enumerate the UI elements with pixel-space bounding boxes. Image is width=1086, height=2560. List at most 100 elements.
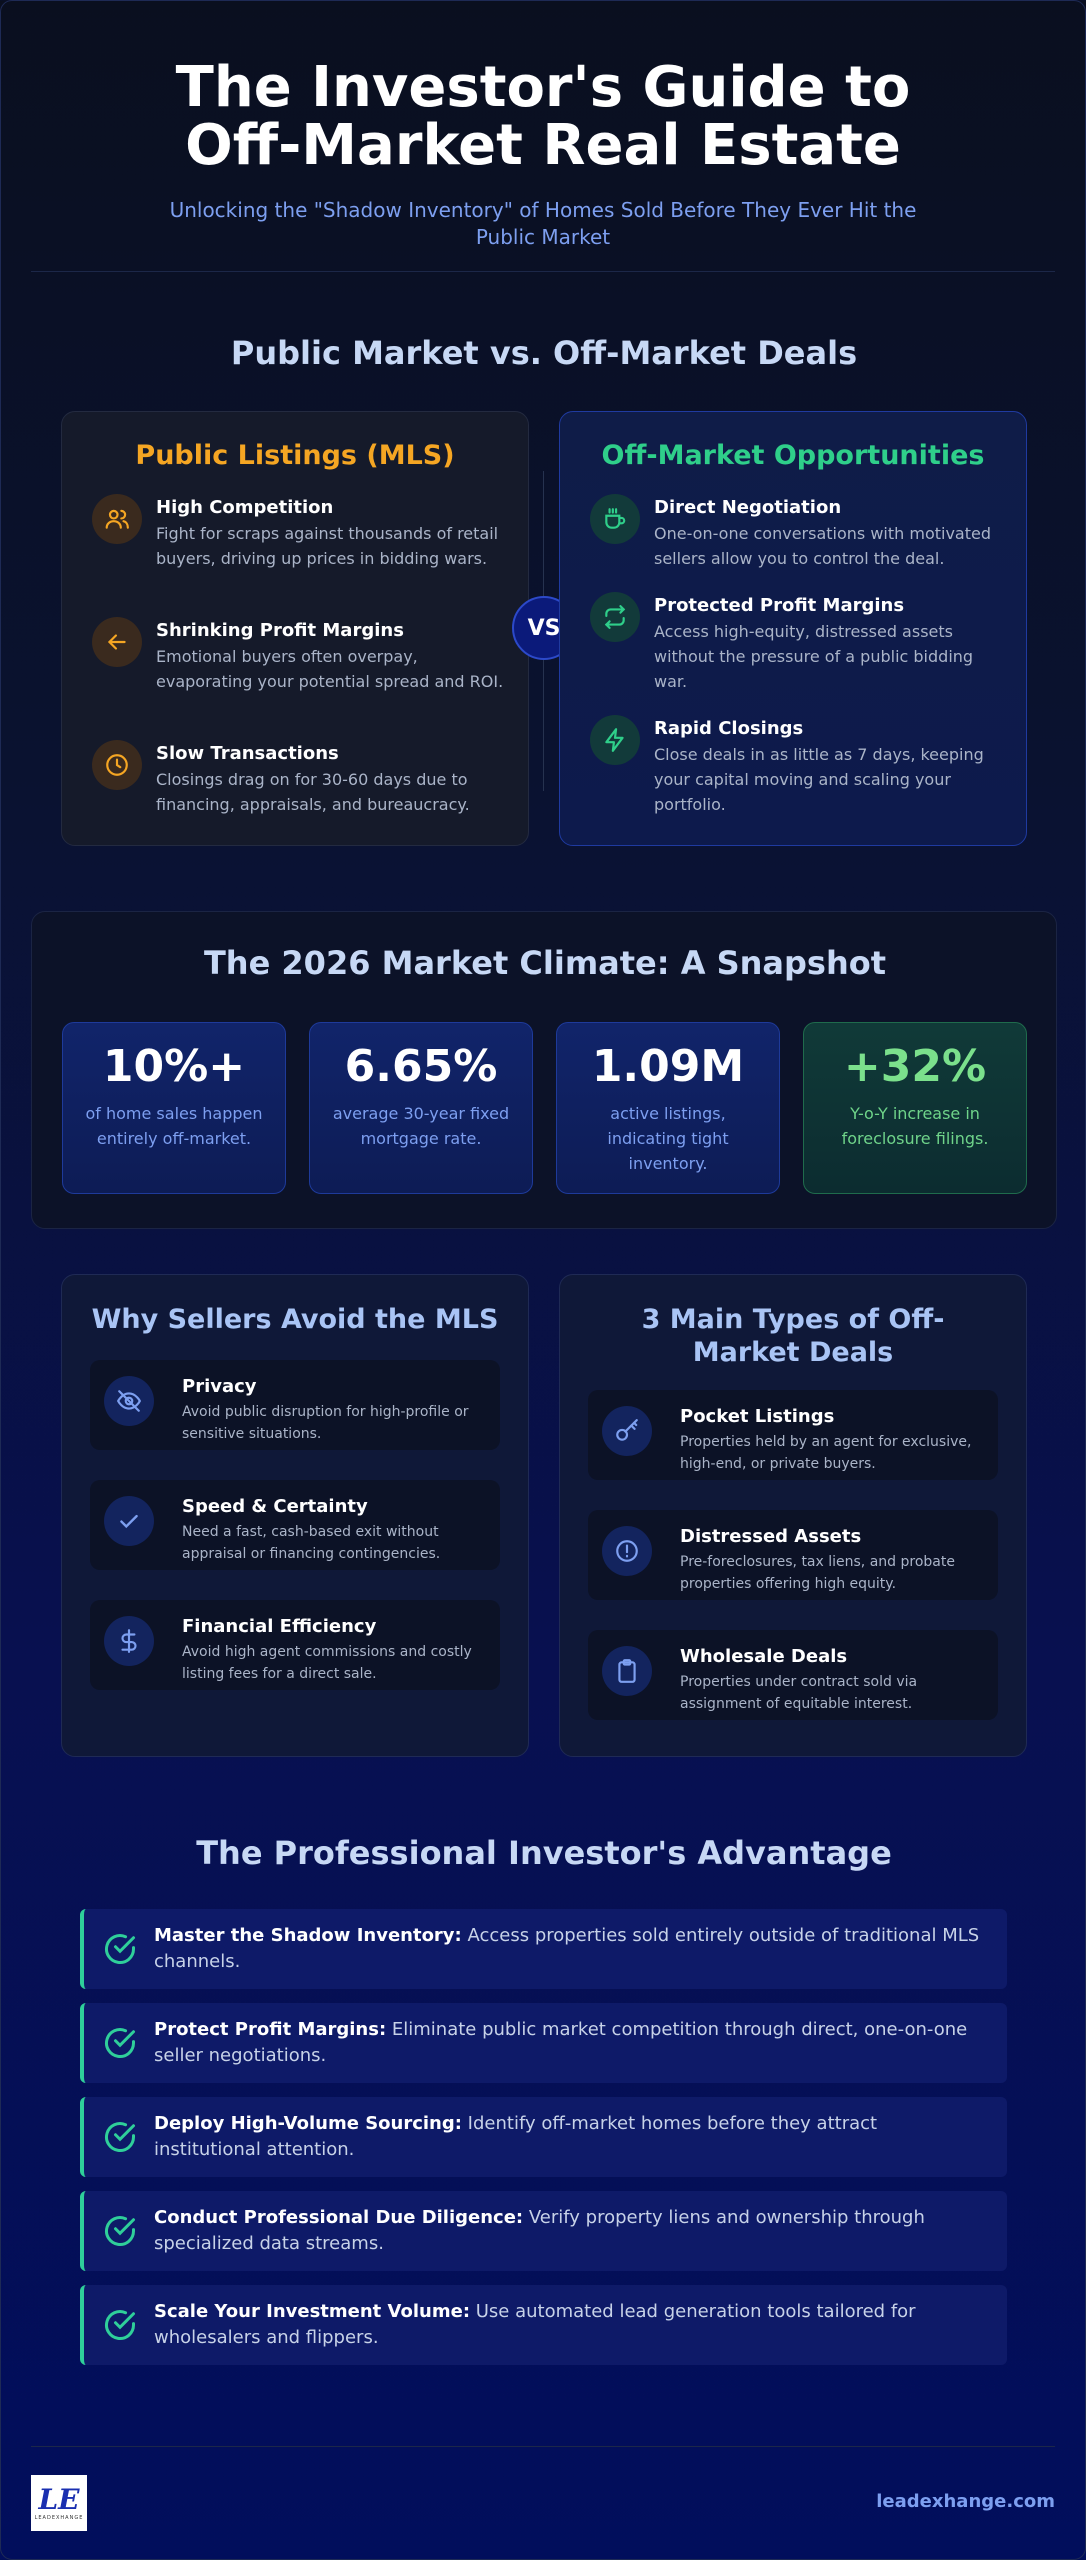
deal-type-box: Distressed Assets Pre-foreclosures, tax … <box>588 1510 998 1600</box>
advantage-desc: Verify property liens and ownership thro… <box>154 2207 925 2254</box>
advantage-text: Scale Your Investment Volume: Use automa… <box>154 2299 1007 2351</box>
check-circle-icon <box>105 1934 135 1964</box>
advantage-bold: Scale Your Investment Volume: <box>154 2301 471 2322</box>
header: The Investor's Guide to Off-Market Real … <box>1 1 1085 251</box>
advantage-title: The Professional Investor's Advantage <box>196 1834 892 1872</box>
coffee-icon <box>590 494 640 544</box>
footer-divider <box>31 2446 1055 2447</box>
public-item: High Competition Fight for scraps agains… <box>92 494 508 571</box>
website-link[interactable]: leadexhange.com <box>876 2491 1055 2512</box>
off-market-item: Direct Negotiation One-on-one conversati… <box>590 494 1006 571</box>
check-icon <box>104 1496 154 1546</box>
stat-card: 10%+ of home sales happen entirely off-m… <box>62 1022 286 1194</box>
deal-types-heading: 3 Main Types of Off-Market Deals <box>641 1304 945 1368</box>
logo-text: LEADEXHANGE <box>34 2515 84 2521</box>
item-desc: Access high-equity, distressed assets wi… <box>654 622 974 691</box>
advantage-text: Deploy High-Volume Sourcing: Identify of… <box>154 2111 1007 2163</box>
check-circle-icon <box>105 2216 135 2246</box>
advantage-desc: Eliminate public market competition thro… <box>154 2019 968 2066</box>
advantage-item: Scale Your Investment Volume: Use automa… <box>80 2285 1007 2365</box>
header-divider <box>31 271 1055 272</box>
reason-desc: Avoid high agent commissions and costly … <box>182 1644 472 1682</box>
item-title: High Competition <box>156 497 334 518</box>
advantage-item: Conduct Professional Due Diligence: Veri… <box>80 2191 1007 2271</box>
clipboard-icon <box>602 1646 652 1696</box>
item-title: Direct Negotiation <box>654 497 842 518</box>
advantage-desc: Access properties sold entirely outside … <box>154 1925 980 1972</box>
reason-desc: Need a fast, cash-based exit without app… <box>182 1524 441 1562</box>
dollar-icon <box>104 1616 154 1666</box>
item-title: Protected Profit Margins <box>654 595 905 616</box>
deal-types-card: 3 Main Types of Off-Market Deals Pocket … <box>559 1274 1027 1757</box>
stat-card: 6.65% average 30-year fixed mortgage rat… <box>309 1022 533 1194</box>
repeat-icon <box>590 592 640 642</box>
brand-logo[interactable]: LE LEADEXHANGE <box>31 2475 87 2531</box>
stat-card: 1.09M active listings, indicating tight … <box>556 1022 780 1194</box>
users-icon <box>92 494 142 544</box>
clock-icon <box>92 740 142 790</box>
reason-title: Speed & Certainty <box>182 1496 368 1517</box>
off-market-item: Protected Profit Margins Access high-equ… <box>590 592 1006 694</box>
advantage-text: Master the Shadow Inventory: Access prop… <box>154 1923 1007 1975</box>
deal-type-title: Distressed Assets <box>680 1526 862 1547</box>
key-icon <box>602 1406 652 1456</box>
item-desc: Fight for scraps against thousands of re… <box>156 524 499 568</box>
public-item: Slow Transactions Closings drag on for 3… <box>92 740 508 817</box>
reason-title: Financial Efficiency <box>182 1616 377 1637</box>
advantage-desc: Identify off-market homes before they at… <box>154 2113 878 2160</box>
advantage-item: Protect Profit Margins: Eliminate public… <box>80 2003 1007 2083</box>
climate-title: The 2026 Market Climate: A Snapshot <box>203 944 887 982</box>
public-item: Shrinking Profit Margins Emotional buyer… <box>92 617 508 694</box>
deal-type-title: Pocket Listings <box>680 1406 835 1427</box>
advantage-desc: Use automated lead generation tools tail… <box>154 2301 916 2348</box>
reason-box: Financial Efficiency Avoid high agent co… <box>90 1600 500 1690</box>
off-market-card: Off-Market Opportunities Direct Negotiat… <box>559 411 1027 846</box>
item-title: Shrinking Profit Margins <box>156 620 404 641</box>
advantage-bold: Deploy High-Volume Sourcing: <box>154 2113 462 2134</box>
stat-label: of home sales happen entirely off-market… <box>85 1104 263 1148</box>
advantage-text: Protect Profit Margins: Eliminate public… <box>154 2017 1007 2069</box>
deal-type-desc: Properties held by an agent for exclusiv… <box>680 1434 972 1472</box>
off-market-heading: Off-Market Opportunities <box>601 440 985 471</box>
check-circle-icon <box>105 2122 135 2152</box>
stat-value: 10%+ <box>102 1041 246 1092</box>
public-listings-card: Public Listings (MLS) High Competition F… <box>61 411 529 846</box>
advantage-bold: Protect Profit Margins: <box>154 2019 387 2040</box>
item-desc: Closings drag on for 30-60 days due to f… <box>156 770 470 814</box>
advantage-bold: Conduct Professional Due Diligence: <box>154 2207 524 2228</box>
stat-card-highlight: +32% Y-o-Y increase in foreclosure filin… <box>803 1022 1027 1194</box>
arrow-left-icon <box>92 617 142 667</box>
item-title: Rapid Closings <box>654 718 804 739</box>
deal-type-title: Wholesale Deals <box>680 1646 848 1667</box>
stat-label: Y-o-Y increase in foreclosure filings. <box>841 1104 989 1148</box>
market-climate-panel: The 2026 Market Climate: A Snapshot 10%+… <box>31 911 1057 1229</box>
reason-title: Privacy <box>182 1376 257 1397</box>
item-title: Slow Transactions <box>156 743 339 764</box>
deal-type-box: Pocket Listings Properties held by an ag… <box>588 1390 998 1480</box>
page-title: The Investor's Guide to Off-Market Real … <box>175 55 911 178</box>
advantage-item: Deploy High-Volume Sourcing: Identify of… <box>80 2097 1007 2177</box>
eye-off-icon <box>104 1376 154 1426</box>
advantage-text: Conduct Professional Due Diligence: Veri… <box>154 2205 1007 2257</box>
reason-box: Privacy Avoid public disruption for high… <box>90 1360 500 1450</box>
item-desc: Emotional buyers often overpay, evaporat… <box>156 647 504 691</box>
logo-mark: LE <box>38 2483 80 2516</box>
alert-circle-icon <box>602 1526 652 1576</box>
reason-box: Speed & Certainty Need a fast, cash-base… <box>90 1480 500 1570</box>
bolt-icon <box>590 715 640 765</box>
stat-value: +32% <box>843 1041 987 1092</box>
off-market-item: Rapid Closings Close deals in as little … <box>590 715 1006 817</box>
advantage-item: Master the Shadow Inventory: Access prop… <box>80 1909 1007 1989</box>
why-sellers-heading: Why Sellers Avoid the MLS <box>91 1304 499 1335</box>
reason-desc: Avoid public disruption for high-profile… <box>182 1404 469 1442</box>
public-listings-heading: Public Listings (MLS) <box>135 440 455 471</box>
stat-label: average 30-year fixed mortgage rate. <box>332 1104 510 1148</box>
item-desc: Close deals in as little as 7 days, keep… <box>654 745 984 814</box>
deal-type-desc: Properties under contract sold via assig… <box>680 1674 918 1712</box>
page-subtitle: Unlocking the "Shadow Inventory" of Home… <box>169 198 917 249</box>
check-circle-icon <box>105 2028 135 2058</box>
check-circle-icon <box>105 2310 135 2340</box>
stat-label: active listings, indicating tight invent… <box>607 1104 729 1173</box>
stat-value: 1.09M <box>591 1041 745 1092</box>
